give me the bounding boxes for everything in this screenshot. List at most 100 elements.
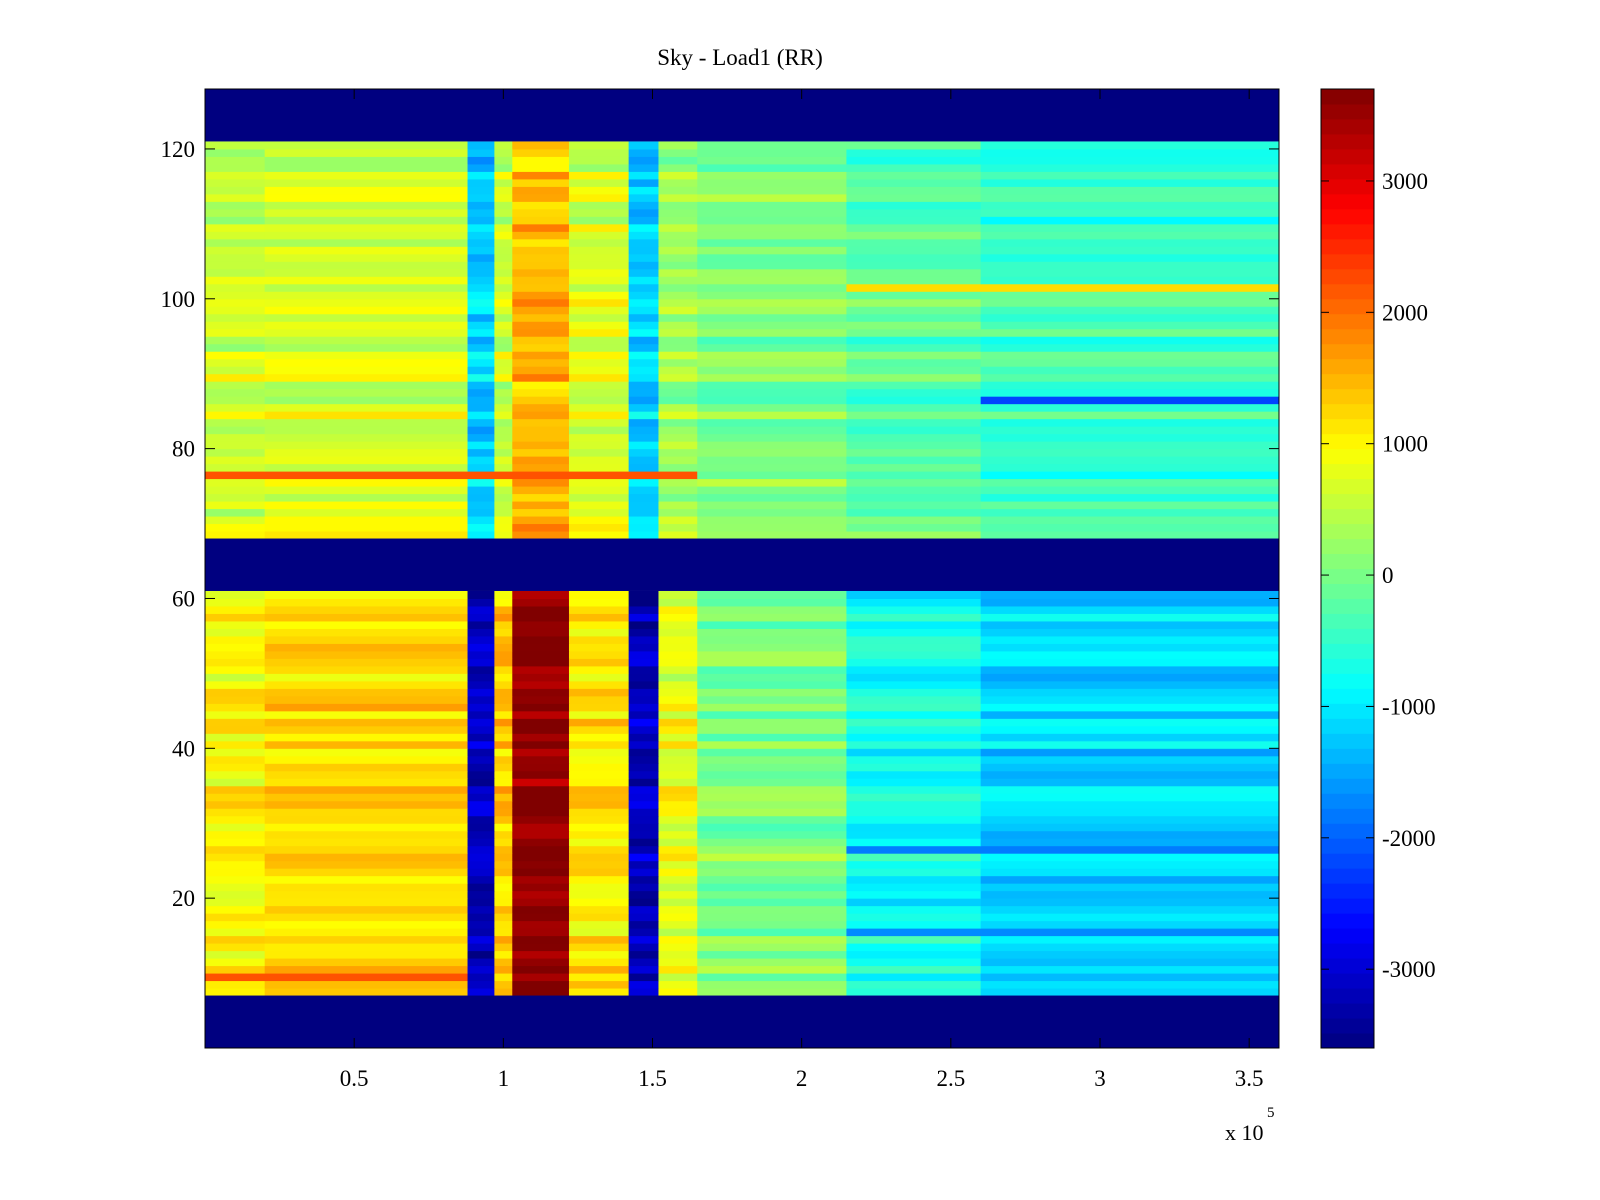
heatmap-cell: [512, 486, 570, 495]
heatmap-cell: [264, 733, 469, 742]
heatmap-cell: [512, 448, 570, 457]
heatmap-cell: [697, 628, 847, 637]
heatmap-cell: [512, 283, 570, 292]
heatmap-cell: [494, 321, 513, 330]
heatmap-cell: [568, 830, 630, 839]
heatmap-cell: [467, 351, 495, 360]
heatmap-cell: [697, 890, 847, 899]
heatmap-cell: [512, 156, 570, 165]
heatmap-cell: [980, 853, 1280, 862]
heatmap-cell: [846, 388, 982, 397]
heatmap-cell: [467, 298, 495, 307]
heatmap-cell: [628, 628, 659, 637]
heatmap-cell: [205, 493, 266, 502]
heatmap-cell: [846, 650, 982, 659]
heatmap-cell: [846, 268, 982, 277]
heatmap-cell: [205, 411, 266, 420]
heatmap-cell: [980, 321, 1280, 330]
colorbar-step: [1321, 163, 1374, 180]
heatmap-cell: [467, 171, 495, 180]
heatmap-cell: [697, 426, 847, 435]
heatmap-cell: [512, 875, 570, 884]
heatmap-cell: [205, 613, 266, 622]
heatmap-cell: [980, 680, 1280, 689]
heatmap-cell: [568, 268, 630, 277]
heatmap-cell: [568, 755, 630, 764]
heatmap-cell: [264, 725, 469, 734]
heatmap-cell: [512, 913, 570, 922]
heatmap-cell: [628, 471, 659, 480]
heatmap-cell: [697, 703, 847, 712]
heatmap-cell: [846, 898, 982, 907]
colorbar-step: [1321, 628, 1374, 644]
heatmap-cell: [568, 710, 630, 719]
colorbar-tick-label: 2000: [1382, 300, 1428, 325]
heatmap-cell: [205, 381, 266, 390]
heatmap-cell: [658, 965, 698, 974]
heatmap-cell: [568, 695, 630, 704]
heatmap-cell: [205, 943, 266, 952]
heatmap-cell: [264, 373, 469, 382]
heatmap-cell: [494, 643, 513, 652]
heatmap-cell: [494, 403, 513, 412]
heatmap-cell: [697, 283, 847, 292]
heatmap-cell: [467, 793, 495, 802]
heatmap-cell: [494, 358, 513, 367]
heatmap-cell: [205, 261, 266, 270]
heatmap-cell: [697, 920, 847, 929]
heatmap-cell: [264, 291, 469, 300]
heatmap-cell: [205, 418, 266, 427]
heatmap-cell: [512, 695, 570, 704]
heatmap-cell: [264, 973, 469, 982]
heatmap-cell: [205, 306, 266, 315]
heatmap-cell: [264, 441, 469, 450]
y-tick-label: 100: [161, 287, 196, 312]
heatmap-cell: [264, 486, 469, 495]
heatmap-cell: [658, 823, 698, 832]
heatmap-cell: [697, 800, 847, 809]
heatmap-cell: [512, 171, 570, 180]
masked-band: [205, 89, 1279, 142]
heatmap-cell: [980, 283, 1280, 292]
heatmap-cell: [980, 298, 1280, 307]
heatmap-cell: [512, 748, 570, 757]
heatmap-cell: [658, 845, 698, 854]
colorbar-step: [1321, 1018, 1374, 1034]
heatmap-cell: [205, 725, 266, 734]
heatmap-cell: [628, 830, 659, 839]
heatmap-cell: [264, 433, 469, 442]
heatmap-cell: [980, 193, 1280, 202]
heatmap-cell: [697, 853, 847, 862]
heatmap-cell: [846, 973, 982, 982]
heatmap-cell: [494, 605, 513, 614]
heatmap-cell: [697, 351, 847, 360]
heatmap-cell: [205, 650, 266, 659]
heatmap-cell: [264, 935, 469, 944]
heatmap-cell: [494, 163, 513, 172]
heatmap-cell: [658, 178, 698, 187]
heatmap-cell: [980, 208, 1280, 217]
heatmap-cell: [980, 643, 1280, 652]
heatmap-cell: [628, 838, 659, 847]
heatmap-cell: [205, 740, 266, 749]
heatmap-cell: [568, 590, 630, 599]
heatmap-cell: [628, 890, 659, 899]
heatmap-cell: [980, 306, 1280, 315]
colorbar-axis: 3000 2000 1000 0 -1000 -2000 -3000: [1321, 169, 1436, 982]
heatmap-cell: [467, 231, 495, 240]
heatmap-cell: [697, 493, 847, 502]
heatmap-cell: [264, 823, 469, 832]
heatmap-cell: [264, 958, 469, 967]
colorbar-frame: [1320, 88, 1375, 1049]
heatmap-cell: [658, 733, 698, 742]
heatmap-cell: [628, 815, 659, 824]
heatmap-cell: [494, 785, 513, 794]
colorbar-tick-label: 3000: [1382, 169, 1428, 194]
heatmap-cell: [512, 358, 570, 367]
heatmap-cell: [512, 680, 570, 689]
heatmap-cell: [467, 853, 495, 862]
heatmap-cell: [494, 635, 513, 644]
heatmap-cell: [512, 321, 570, 330]
x-tick-label: 2.5: [936, 1066, 965, 1091]
heatmap-cell: [467, 988, 495, 997]
